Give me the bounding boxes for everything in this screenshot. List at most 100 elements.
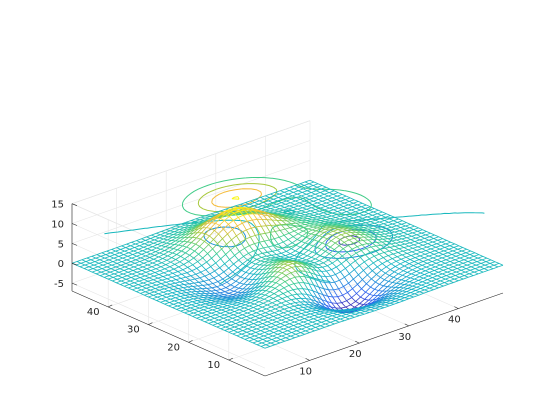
mesh-segment xyxy=(310,258,316,262)
mesh-segment xyxy=(151,286,156,289)
mesh-segment xyxy=(300,197,306,200)
mesh-segment xyxy=(331,200,336,204)
mesh-segment xyxy=(483,266,490,269)
mesh-segment xyxy=(262,203,268,207)
mesh-segment xyxy=(404,265,409,269)
mesh-segment xyxy=(149,293,154,296)
mesh-segment xyxy=(212,281,218,284)
mesh-segment xyxy=(256,259,261,262)
mesh-segment xyxy=(379,221,384,225)
mesh-segment xyxy=(440,278,446,282)
mesh-segment xyxy=(437,273,443,277)
mesh-segment xyxy=(314,239,319,242)
mesh-segment xyxy=(111,249,116,252)
mesh-segment xyxy=(242,312,248,316)
mesh-segment xyxy=(262,306,267,310)
mesh-segment xyxy=(154,239,159,242)
mesh-segment xyxy=(264,346,271,349)
mesh-segment xyxy=(150,270,156,273)
mesh-segment xyxy=(199,277,205,282)
mesh-segment xyxy=(463,276,469,280)
mesh-segment xyxy=(255,263,260,266)
mesh-segment xyxy=(151,264,157,268)
mesh-segment xyxy=(398,232,404,235)
mesh-segment xyxy=(180,234,186,239)
mesh-segment xyxy=(172,249,178,254)
mesh-segment xyxy=(474,268,480,271)
mesh-segment xyxy=(353,278,358,285)
mesh-segment xyxy=(112,275,119,278)
mesh-segment xyxy=(225,309,231,312)
mesh-segment xyxy=(461,250,467,254)
mesh-segment xyxy=(237,225,242,233)
mesh-segment xyxy=(398,247,405,250)
mesh-segment xyxy=(284,191,289,195)
mesh-segment xyxy=(194,295,199,299)
mesh-segment xyxy=(103,261,109,264)
mesh-segment xyxy=(413,294,419,298)
mesh-segment xyxy=(342,209,347,212)
mesh-segment xyxy=(326,318,332,321)
mesh-segment xyxy=(88,264,95,268)
mesh-segment xyxy=(395,266,400,270)
mesh-segment xyxy=(155,288,160,291)
mesh-segment xyxy=(405,239,411,242)
mesh-segment xyxy=(167,255,172,258)
mesh-segment xyxy=(141,289,146,293)
mesh-segment xyxy=(288,310,293,314)
mesh-segment xyxy=(344,235,351,238)
mesh-segment xyxy=(170,261,175,265)
mesh-segment xyxy=(382,225,388,228)
mesh-segment xyxy=(164,288,169,292)
mesh-segment xyxy=(171,294,177,297)
mesh-segment xyxy=(177,249,182,252)
mesh-segment xyxy=(93,264,99,268)
mesh-segment xyxy=(141,251,147,255)
mesh-segment xyxy=(323,315,328,318)
mesh-segment xyxy=(105,254,110,257)
mesh-segment xyxy=(176,254,181,257)
mesh-segment xyxy=(161,278,168,281)
mesh-segment xyxy=(263,333,269,337)
mesh-segment xyxy=(117,278,122,282)
mesh-segment xyxy=(131,273,137,277)
mesh-segment xyxy=(163,291,168,295)
mesh-segment xyxy=(448,248,454,252)
mesh-segment xyxy=(150,251,156,255)
mesh-segment xyxy=(297,311,302,314)
mesh-segment xyxy=(90,259,96,262)
mesh-segment xyxy=(270,282,277,288)
mesh-segment xyxy=(268,215,274,218)
mesh-segment xyxy=(274,195,279,198)
mesh-segment xyxy=(397,278,402,281)
mesh-segment xyxy=(296,328,302,332)
mesh-segment xyxy=(425,268,431,272)
mesh-segment xyxy=(303,202,309,205)
mesh-segment xyxy=(80,262,86,266)
mesh-segment xyxy=(188,257,194,262)
mesh-segment xyxy=(335,271,341,275)
mesh-segment xyxy=(380,218,385,221)
mesh-segment xyxy=(362,202,367,206)
mesh-segment xyxy=(413,263,419,266)
mesh-segment xyxy=(288,261,293,264)
mesh-segment xyxy=(393,248,400,251)
mesh-segment xyxy=(305,313,311,316)
mesh-segment xyxy=(247,326,253,330)
mesh-segment xyxy=(373,255,379,261)
mesh-segment xyxy=(404,242,410,245)
mesh-segment xyxy=(256,296,261,299)
mesh-segment xyxy=(350,234,356,236)
mesh-segment xyxy=(337,294,343,298)
mesh-segment xyxy=(311,309,317,312)
mesh-segment xyxy=(248,209,254,215)
mesh-segment xyxy=(159,288,165,291)
mesh-segment xyxy=(217,281,223,286)
mesh-segment xyxy=(437,255,443,259)
mesh-segment xyxy=(428,239,433,243)
mesh-segment xyxy=(282,314,288,317)
mesh-segment xyxy=(401,254,407,258)
mesh-segment xyxy=(448,264,454,268)
mesh-segment xyxy=(183,236,189,242)
mesh-segment xyxy=(346,300,351,306)
